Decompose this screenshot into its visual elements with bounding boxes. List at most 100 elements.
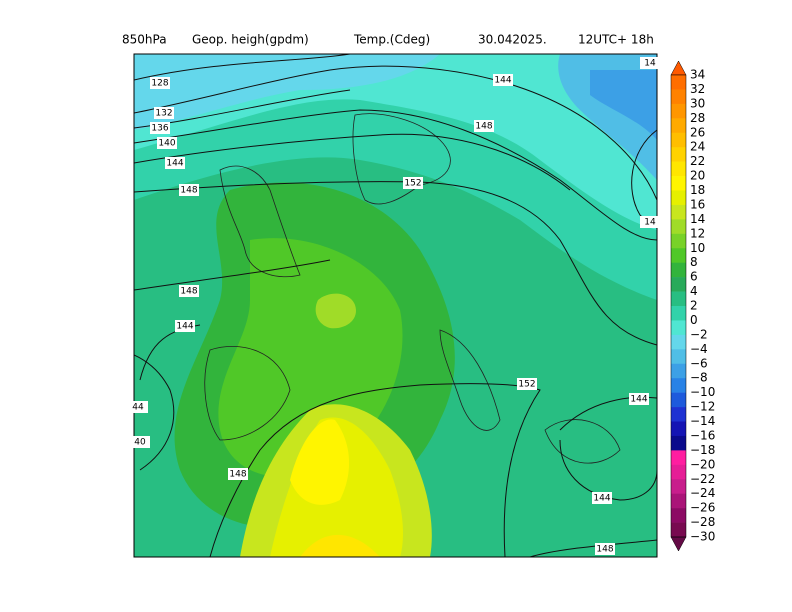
- contour-label-box: [179, 285, 199, 297]
- field-blue-dark: [590, 70, 657, 140]
- colorbar-label: −18: [690, 443, 715, 457]
- colorbar-label: −30: [690, 530, 715, 544]
- contour-label-box: [150, 122, 170, 134]
- contour-label: 148: [229, 470, 246, 480]
- colorbar-label: 32: [690, 82, 705, 96]
- colorbar-band: [671, 320, 686, 336]
- colorbar-label: −20: [690, 457, 715, 471]
- colorbar-band: [671, 219, 686, 235]
- contour-label-box: [157, 137, 177, 149]
- colorbar-label: 8: [690, 255, 698, 269]
- colorbar-label: −6: [690, 356, 708, 370]
- colorbar-band: [671, 147, 686, 162]
- colorbar-band: [671, 204, 686, 220]
- contour-label-box: [640, 57, 660, 69]
- colorbar-label: 18: [690, 183, 705, 197]
- field2: Temp.(Cdeg): [353, 33, 430, 47]
- colorbar-label: −28: [690, 515, 715, 529]
- colorbar-band: [671, 392, 686, 408]
- contour-label-box: [474, 120, 494, 132]
- colorbar-label: 34: [690, 68, 705, 82]
- contour-label-box: [640, 216, 660, 228]
- contour-label: 148: [180, 287, 197, 297]
- contour-label-box: [150, 77, 170, 89]
- colorbar-label: 22: [690, 154, 705, 168]
- time: 12UTC+ 18h: [578, 33, 654, 47]
- contour-label-box: [595, 543, 615, 555]
- colorbar-label: −26: [690, 501, 715, 515]
- contour-label: 14: [644, 59, 656, 69]
- contour-label-box: [130, 436, 150, 448]
- contour-label: 144: [494, 76, 511, 86]
- contour: [134, 133, 571, 191]
- colorbar-label: 4: [690, 284, 698, 298]
- colorbar-band: [671, 363, 686, 379]
- colorbar-band: [671, 334, 686, 350]
- colorbar-band: [671, 75, 686, 90]
- header: 850hPa Geop. heigh(gpdm) Temp.(Cdeg) 30.…: [122, 33, 654, 47]
- colorbar-band: [671, 435, 686, 451]
- contour-label-box: [592, 492, 612, 504]
- contour: [529, 539, 657, 557]
- field-hottest: [290, 419, 350, 505]
- colorbar-band: [671, 450, 686, 466]
- colorbar-band: [671, 508, 686, 523]
- map: [134, 54, 657, 557]
- colorbar-band: [671, 233, 686, 249]
- colorbar-label: 28: [690, 111, 705, 125]
- field1: Geop. heigh(gpdm): [192, 33, 309, 47]
- colorbar-band: [671, 407, 686, 422]
- colorbar-label: 30: [690, 96, 705, 110]
- colorbar-label: 24: [690, 140, 705, 154]
- field-colder: [134, 54, 440, 130]
- colorbar-band: [671, 522, 686, 538]
- contour: [134, 109, 657, 241]
- colorbar-frame: [670, 74, 687, 538]
- contour-label-box: [165, 157, 185, 169]
- field-peak: [300, 534, 380, 557]
- colorbar-label: 20: [690, 169, 705, 183]
- contour: [134, 354, 175, 471]
- colorbar-label: −22: [690, 472, 715, 486]
- colorbar-band: [671, 89, 686, 105]
- colorbar-band: [671, 421, 686, 437]
- colorbar-label: 0: [690, 313, 698, 327]
- colorbar-label: −8: [690, 371, 708, 385]
- contour-label-box: [179, 184, 199, 196]
- field-spot: [315, 293, 356, 329]
- contour-label-box: [228, 468, 248, 480]
- colorbar-band: [671, 132, 686, 148]
- colorbar-arrow: [670, 536, 687, 552]
- colorbar-label: −24: [690, 486, 715, 500]
- colorbar-band: [671, 349, 686, 365]
- contour-label: 144: [176, 322, 193, 332]
- colorbar-label: −12: [690, 400, 715, 414]
- contour-label: 128: [151, 79, 168, 89]
- contour-label: 140: [158, 139, 175, 149]
- colorbar-label: 16: [690, 197, 705, 211]
- colorbar-band: [671, 118, 686, 134]
- colorbar-band: [671, 378, 686, 393]
- contour-label-box: [175, 320, 195, 332]
- colorbar-band: [671, 493, 686, 509]
- colorbar-band: [671, 291, 686, 307]
- contour: [134, 65, 657, 201]
- contour-label-box: [629, 393, 649, 405]
- contour: [209, 383, 541, 557]
- date: 30.042025.: [478, 33, 547, 47]
- colorbar-label: 10: [690, 241, 705, 255]
- colorbar-label: 26: [690, 125, 705, 139]
- level: 850hPa: [122, 33, 167, 47]
- contour-label-box: [128, 401, 148, 413]
- contour-label: 148: [180, 186, 197, 196]
- colorbar-band: [671, 190, 686, 206]
- contour-label: 144: [593, 494, 610, 504]
- map-frame: [133, 53, 658, 558]
- colorbar-band: [671, 306, 686, 321]
- contour: [134, 181, 657, 346]
- colorbar-band: [671, 262, 686, 278]
- contour-label: 14: [644, 218, 656, 228]
- colorbar-label: −10: [690, 385, 715, 399]
- contour-label: 144: [630, 395, 647, 405]
- colorbar-band: [671, 277, 686, 292]
